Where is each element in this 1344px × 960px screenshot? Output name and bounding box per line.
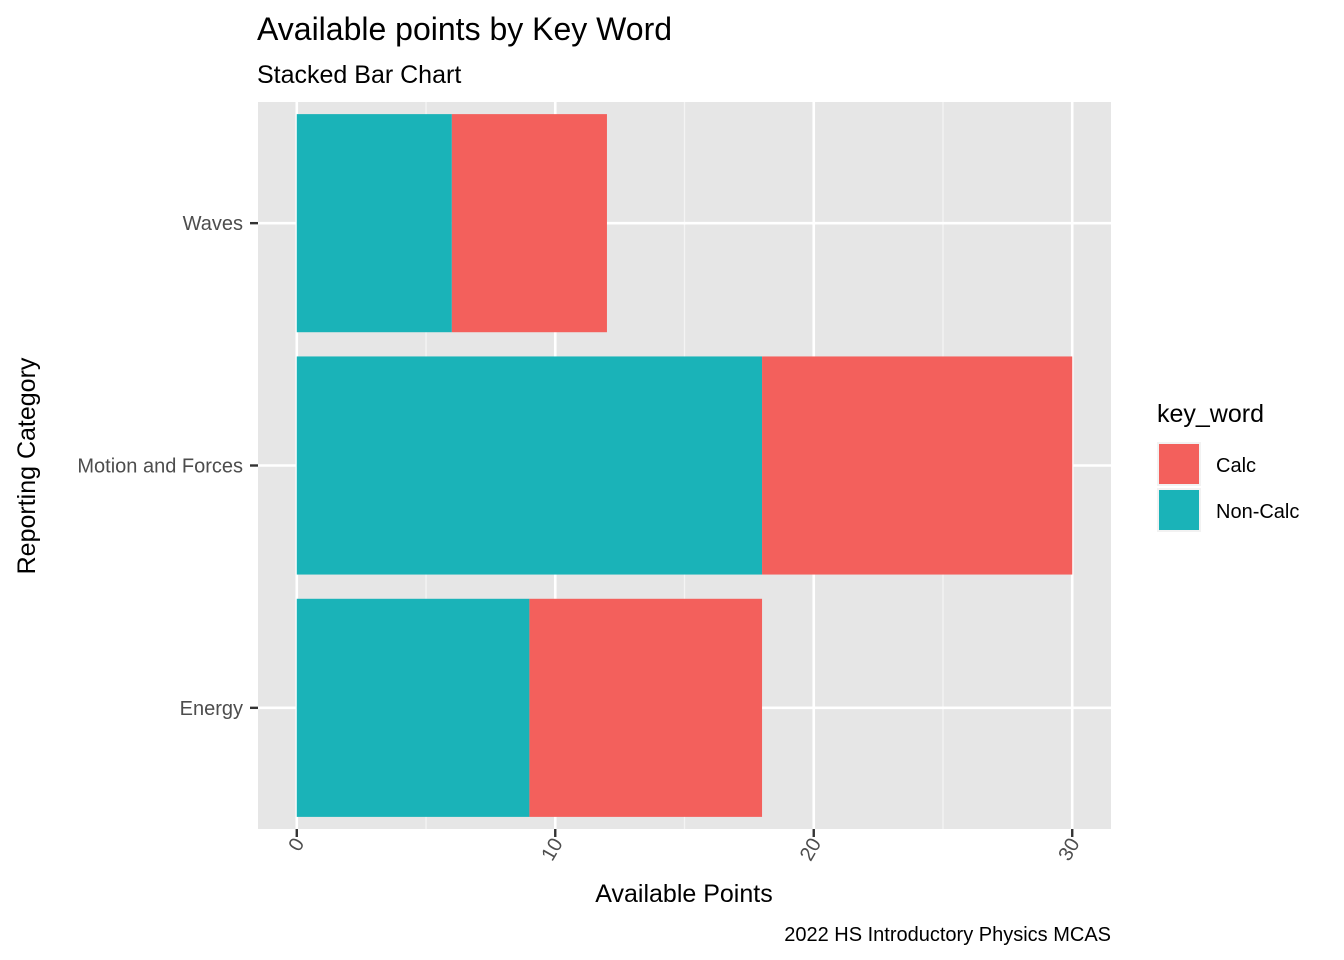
legend-swatch xyxy=(1159,444,1199,484)
y-tick-label: Waves xyxy=(183,213,243,235)
legend-label: Non-Calc xyxy=(1216,501,1299,523)
x-tick-label: 30 xyxy=(1054,835,1084,865)
y-tick-label: Motion and Forces xyxy=(77,456,243,478)
x-axis: 0 10 20 30 xyxy=(284,829,1085,865)
bar-non-calc-waves xyxy=(296,114,452,333)
x-tick-label: 10 xyxy=(537,835,567,865)
y-axis-title: Reporting Category xyxy=(13,357,41,574)
chart-subtitle: Stacked Bar Chart xyxy=(257,61,461,89)
legend: key_word Calc Non-Calc xyxy=(1157,400,1299,532)
legend-title: key_word xyxy=(1157,400,1264,428)
bar-non-calc-motion-and-forces xyxy=(296,356,763,575)
bars xyxy=(296,114,1073,817)
x-axis-title: Available Points xyxy=(595,880,772,908)
bar-calc-energy xyxy=(529,598,763,817)
chart-title: Available points by Key Word xyxy=(257,11,672,47)
y-tick-label: Energy xyxy=(180,698,243,720)
chart-caption: 2022 HS Introductory Physics MCAS xyxy=(784,924,1111,946)
bar-calc-motion-and-forces xyxy=(762,356,1073,575)
x-tick-label: 20 xyxy=(796,835,826,865)
x-tick-label: 0 xyxy=(284,835,309,856)
y-axis: Energy Motion and Forces Waves xyxy=(77,213,258,720)
legend-swatch xyxy=(1159,490,1199,530)
bar-calc-waves xyxy=(451,114,607,333)
bar-non-calc-energy xyxy=(296,598,530,817)
legend-label: Calc xyxy=(1216,455,1256,477)
